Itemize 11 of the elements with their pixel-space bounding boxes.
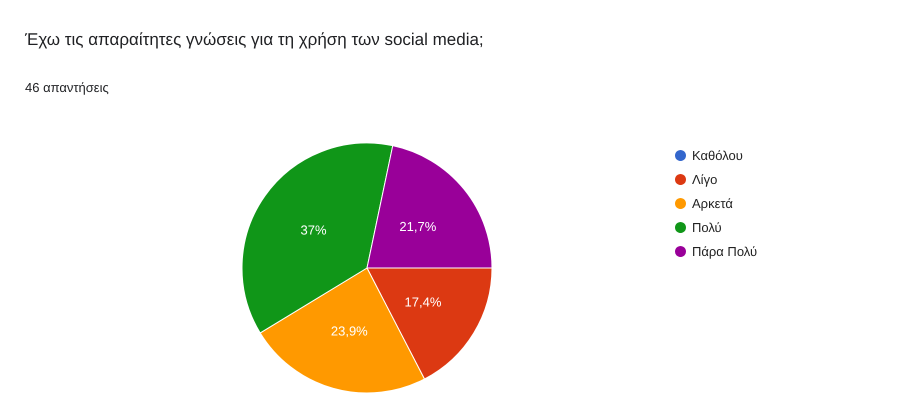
data-label: 23,9% [330,324,368,339]
data-label: 37% [300,222,327,238]
data-label: 17,4% [404,294,442,310]
legend-label: Αρκετά [692,196,734,211]
text: 46 απαντήσεις [25,80,109,95]
legend-label: Πάρα Πολύ [692,244,758,259]
legend-label: Καθόλου [692,148,743,163]
data-label: 21,7% [399,219,437,234]
legend-label: Λίγο [692,172,718,187]
chart-title: Έχω τις απαραίτητες γνώσεις για τη χρήση των social media; [24,30,484,49]
legend-label: Πολύ [692,220,722,235]
